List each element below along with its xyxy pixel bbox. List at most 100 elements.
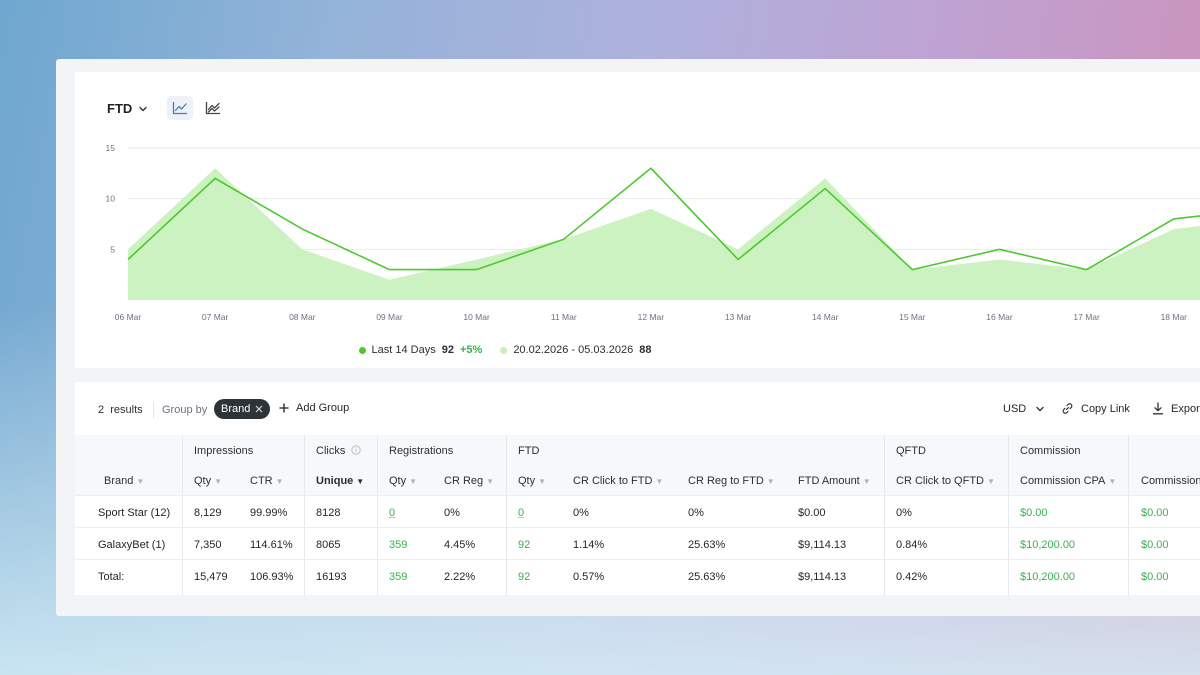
plus-icon	[279, 403, 289, 413]
cell-reg-cr: 0%	[444, 507, 460, 519]
col-imp-qty-label: Qty	[194, 475, 212, 487]
column-divider	[884, 435, 885, 595]
cell-qftd-cr-click: 0%	[896, 507, 912, 519]
col-brand-label: Brand	[104, 475, 134, 487]
total-comm-other: $0.00	[1141, 571, 1169, 583]
cell-ftd-qty-link[interactable]: 92	[518, 539, 531, 551]
chevron-down-icon	[1036, 406, 1044, 412]
cell-imp-ctr: 114.61%	[250, 539, 293, 551]
cell-ftd-cr-reg: 0%	[688, 507, 704, 519]
compare-chart-toggle[interactable]	[200, 96, 226, 120]
total-reg-cr: 2.22%	[444, 571, 476, 583]
x-tick-label: 15 Mar	[899, 312, 926, 322]
row-divider	[75, 559, 1200, 560]
cell-brand[interactable]: GalaxyBet (1)	[98, 539, 166, 551]
group-clicks: Clicks	[316, 445, 362, 457]
total-qftd-cr-click: 0.42%	[896, 571, 928, 583]
sort-caret-icon: ▼	[538, 477, 547, 486]
chart-legend: Last 14 Days 92 +5% 20.02.2026 - 05.03.2…	[75, 344, 935, 356]
cell-brand[interactable]: Sport Star (12)	[98, 507, 171, 519]
x-tick-label: 14 Mar	[812, 312, 839, 322]
col-reg-qty[interactable]: Qty ▼	[389, 475, 417, 487]
x-tick-label: 06 Mar	[115, 312, 142, 322]
series-previous-area	[128, 168, 1200, 300]
col-qftd-cr-click[interactable]: CR Click to QFTD ▼	[896, 475, 995, 487]
x-tick-label: 09 Mar	[376, 312, 403, 322]
cell-comm-cpa: $10,200.00	[1020, 539, 1076, 551]
cell-ftd-qty-link[interactable]: 0	[518, 507, 525, 519]
x-tick-label: 11 Mar	[551, 312, 577, 322]
cell-reg-qty-link[interactable]: 359	[389, 539, 408, 551]
legend-previous-dot	[500, 346, 508, 354]
col-imp-qty[interactable]: Qty ▼	[194, 475, 222, 487]
cell-imp-qty: 8,129	[194, 507, 222, 519]
total-ftd-qty: 92	[518, 571, 531, 583]
legend-current-dot	[358, 346, 366, 354]
cell-comm-other: $0.00	[1141, 539, 1169, 551]
column-divider	[506, 435, 507, 595]
col-ftd-qty[interactable]: Qty ▼	[518, 475, 546, 487]
cell-ftd-amount: $9,114.13	[798, 539, 847, 551]
cell-ftd-amount: $0.00	[798, 507, 826, 519]
y-tick-label: 15	[106, 143, 116, 153]
group-registrations: Registrations	[389, 445, 454, 457]
total-imp-ctr: 106.93%	[250, 571, 294, 583]
legend-previous-label: 20.02.2026 - 05.03.2026	[513, 344, 634, 356]
col-ftd-amount[interactable]: FTD Amount ▼	[798, 475, 871, 487]
col-comm-cpa-label: Commission CPA	[1020, 475, 1106, 487]
x-tick-label: 18 Mar	[1161, 312, 1188, 322]
sort-caret-icon: ▼	[136, 477, 145, 486]
legend-current[interactable]: Last 14 Days 92 +5%	[358, 344, 483, 356]
cell-reg-cr: 4.45%	[444, 539, 476, 551]
sort-caret-icon: ▼	[987, 477, 995, 486]
x-tick-label: 10 Mar	[463, 312, 490, 322]
metric-selector[interactable]: FTD	[107, 101, 148, 116]
sort-caret-icon: ▼	[409, 477, 418, 486]
metric-label: FTD	[107, 101, 133, 116]
col-imp-ctr[interactable]: CTR ▼	[250, 475, 284, 487]
legend-previous[interactable]: 20.02.2026 - 05.03.2026 88	[500, 344, 651, 356]
col-ftd-cr-reg[interactable]: CR Reg to FTD ▼	[688, 475, 775, 487]
cell-ftd-cr-reg: 25.63%	[688, 539, 726, 551]
x-tick-label: 16 Mar	[986, 312, 1013, 322]
col-reg-cr[interactable]: CR Reg ▼	[444, 475, 494, 487]
cell-reg-qty-link[interactable]: 0	[389, 507, 396, 519]
legend-previous-value: 88	[639, 344, 652, 356]
column-divider	[1008, 435, 1009, 595]
col-ftd-cr-click[interactable]: CR Click to FTD ▼	[573, 475, 663, 487]
col-ftd-qty-label: Qty	[518, 475, 536, 487]
col-clicks-unique-label: Unique	[316, 475, 354, 487]
copy-link-button[interactable]: Copy Link	[1061, 402, 1130, 415]
total-reg-qty: 359	[389, 571, 408, 583]
col-brand[interactable]: Brand ▼	[104, 475, 144, 487]
export-button[interactable]: Export	[1152, 402, 1200, 415]
link-icon	[1062, 403, 1073, 414]
info-icon[interactable]	[351, 445, 362, 455]
col-comm-cpa[interactable]: Commission CPA ▼	[1020, 475, 1116, 487]
total-comm-cpa: $10,200.00	[1020, 571, 1076, 583]
dashboard-panel: FTD 5 10 15 06 Mar 07 Mar 08 Mar 09 Mar 10 Mar 1…	[56, 59, 1200, 616]
column-divider	[182, 435, 183, 595]
total-ftd-amount: $9,114.13	[798, 571, 847, 583]
row-divider	[75, 495, 1200, 496]
export-label: Export	[1171, 402, 1200, 415]
line-chart-icon	[172, 102, 187, 115]
cell-imp-qty: 7,350	[194, 539, 222, 551]
y-tick-label: 10	[106, 194, 116, 204]
col-comm-other[interactable]: Commission	[1141, 475, 1200, 487]
line-chart-toggle[interactable]	[167, 96, 193, 120]
sort-caret-icon: ▼	[766, 477, 775, 486]
legend-current-label: Last 14 Days	[371, 344, 436, 356]
table-toolbar: 2 results Group by Brand Add Group USD C…	[75, 382, 1200, 435]
currency-select[interactable]: USD	[1003, 403, 1045, 415]
add-group-button[interactable]: Add Group	[279, 402, 349, 414]
group-chip-brand[interactable]: Brand	[214, 399, 271, 419]
close-icon[interactable]	[255, 405, 263, 413]
ftd-area-chart: 5 10 15 06 Mar 07 Mar 08 Mar 09 Mar 10 Mar 11 Ma…	[106, 143, 1200, 322]
x-tick-label: 17 Mar	[1073, 312, 1100, 322]
col-clicks-unique[interactable]: Unique ▼	[316, 475, 364, 487]
row-divider	[75, 527, 1200, 528]
col-comm-other-label: Commission	[1141, 475, 1200, 487]
add-group-label: Add Group	[296, 402, 350, 414]
legend-current-change: +5%	[459, 344, 483, 356]
